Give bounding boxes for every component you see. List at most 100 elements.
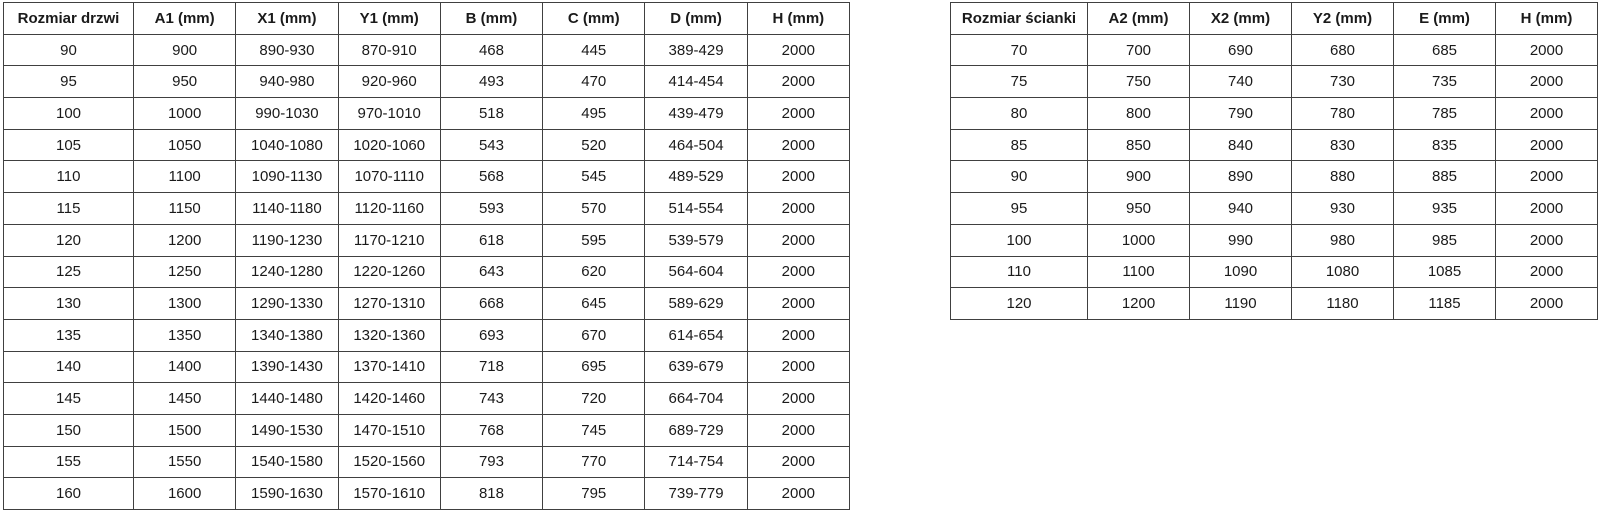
table-cell: 1185 [1393, 287, 1496, 320]
table-cell: 595 [542, 223, 646, 257]
table-cell: 520 [542, 128, 646, 162]
column-header: B (mm) [439, 2, 544, 35]
table-cell: 890-930 [235, 33, 339, 67]
table-cell: 2000 [746, 382, 851, 415]
column-header: D (mm) [644, 2, 748, 35]
table-cell: 950 [132, 65, 237, 99]
table-cell: 2000 [746, 223, 851, 257]
table-cell: 110 [950, 255, 1088, 289]
table-row: 150 1500 1490-1530 1470-1510 768 745 689-729 20… [3, 413, 851, 447]
table-cell: 2000 [1495, 128, 1598, 162]
table-cell: 668 [439, 287, 544, 320]
table-cell: 1090 [1189, 255, 1292, 289]
table-cell: 2000 [1495, 65, 1598, 99]
table-row: 140 1400 1390-1430 1370-1410 718 695 639-679 20… [3, 350, 851, 384]
table-cell: 2000 [746, 318, 851, 352]
table-cell: 2000 [746, 97, 851, 130]
table-cell: 664-704 [644, 382, 748, 415]
table-cell: 1420-1460 [337, 382, 441, 415]
table-cell: 130 [3, 287, 134, 320]
table-cell: 990-1030 [235, 97, 339, 130]
table-cell: 150 [3, 413, 134, 447]
table-cell: 80 [950, 97, 1088, 130]
table-cell: 1200 [1087, 287, 1190, 320]
table-cell: 568 [439, 160, 544, 194]
table-cell: 639-679 [644, 350, 748, 384]
table-cell: 2000 [746, 350, 851, 384]
table-cell: 593 [439, 192, 544, 225]
table-cell: 735 [1393, 65, 1496, 99]
table-cell: 75 [950, 65, 1088, 99]
table-row: 125 1250 1240-1280 1220-1260 643 620 564-604 20… [3, 255, 851, 289]
table-cell: 120 [3, 223, 134, 257]
table-row: 110 1100 1090 1080 1085 2000 [950, 255, 1598, 289]
column-header: Rozmiar drzwi [3, 2, 134, 35]
table-cell: 770 [542, 445, 646, 479]
column-header: E (mm) [1393, 2, 1496, 35]
table-cell: 743 [439, 382, 544, 415]
table-cell: 2000 [1495, 192, 1598, 225]
column-header: H (mm) [1495, 2, 1598, 35]
table-cell: 614-654 [644, 318, 748, 352]
table-cell: 950 [1087, 192, 1190, 225]
table-cell: 618 [439, 223, 544, 257]
table-row: 100 1000 990 980 985 2000 [950, 223, 1598, 257]
table-cell: 780 [1291, 97, 1394, 130]
table-cell: 1270-1310 [337, 287, 441, 320]
table-cell: 1340-1380 [235, 318, 339, 352]
table-row: 95 950 940-980 920-960 493 470 414-454 2000 [3, 65, 851, 99]
table-cell: 2000 [746, 160, 851, 194]
table-cell: 935 [1393, 192, 1496, 225]
table-row: 75 750 740 730 735 2000 [950, 65, 1598, 99]
table-cell: 1190 [1189, 287, 1292, 320]
table-cell: 100 [950, 223, 1088, 257]
table-cell: 695 [542, 350, 646, 384]
table-cell: 2000 [746, 477, 851, 510]
table-cell: 890 [1189, 160, 1292, 194]
table-cell: 125 [3, 255, 134, 289]
column-header: X2 (mm) [1189, 2, 1292, 35]
table-cell: 564-604 [644, 255, 748, 289]
table-cell: 1370-1410 [337, 350, 441, 384]
table-cell: 145 [3, 382, 134, 415]
table-cell: 830 [1291, 128, 1394, 162]
table-cell: 790 [1189, 97, 1292, 130]
table-cell: 1390-1430 [235, 350, 339, 384]
table-cell: 70 [950, 33, 1088, 67]
table-cell: 900 [132, 33, 237, 67]
table-cell: 1240-1280 [235, 255, 339, 289]
table-cell: 740 [1189, 65, 1292, 99]
table-cell: 1080 [1291, 255, 1394, 289]
table-cell: 920-960 [337, 65, 441, 99]
table-cell: 1150 [132, 192, 237, 225]
table-cell: 980 [1291, 223, 1394, 257]
wall-size-table: Rozmiar ścianki A2 (mm) X2 (mm) Y2 (mm) E (m… [950, 2, 1598, 320]
table-cell: 95 [3, 65, 134, 99]
table-cell: 468 [439, 33, 544, 67]
table-cell: 1140-1180 [235, 192, 339, 225]
table-cell: 1085 [1393, 255, 1496, 289]
table-cell: 1490-1530 [235, 413, 339, 447]
table-cell: 1440-1480 [235, 382, 339, 415]
table-cell: 1070-1110 [337, 160, 441, 194]
table-cell: 439-479 [644, 97, 748, 130]
table-row: 110 1100 1090-1130 1070-1110 568 545 489-529 20… [3, 160, 851, 194]
table-row: 145 1450 1440-1480 1420-1460 743 720 664-704 20… [3, 382, 851, 415]
table-cell: 700 [1087, 33, 1190, 67]
table-cell: 990 [1189, 223, 1292, 257]
table-cell: 1500 [132, 413, 237, 447]
table-cell: 2000 [746, 33, 851, 67]
table-cell: 643 [439, 255, 544, 289]
table-cell: 90 [3, 33, 134, 67]
table-cell: 493 [439, 65, 544, 99]
table-cell: 795 [542, 477, 646, 510]
table-row: 115 1150 1140-1180 1120-1160 593 570 514-554 20… [3, 192, 851, 225]
table-row: 95 950 940 930 935 2000 [950, 192, 1598, 225]
table-cell: 135 [3, 318, 134, 352]
table-cell: 1400 [132, 350, 237, 384]
table-cell: 690 [1189, 33, 1292, 67]
table-cell: 870-910 [337, 33, 441, 67]
table-cell: 2000 [1495, 33, 1598, 67]
table-cell: 835 [1393, 128, 1496, 162]
